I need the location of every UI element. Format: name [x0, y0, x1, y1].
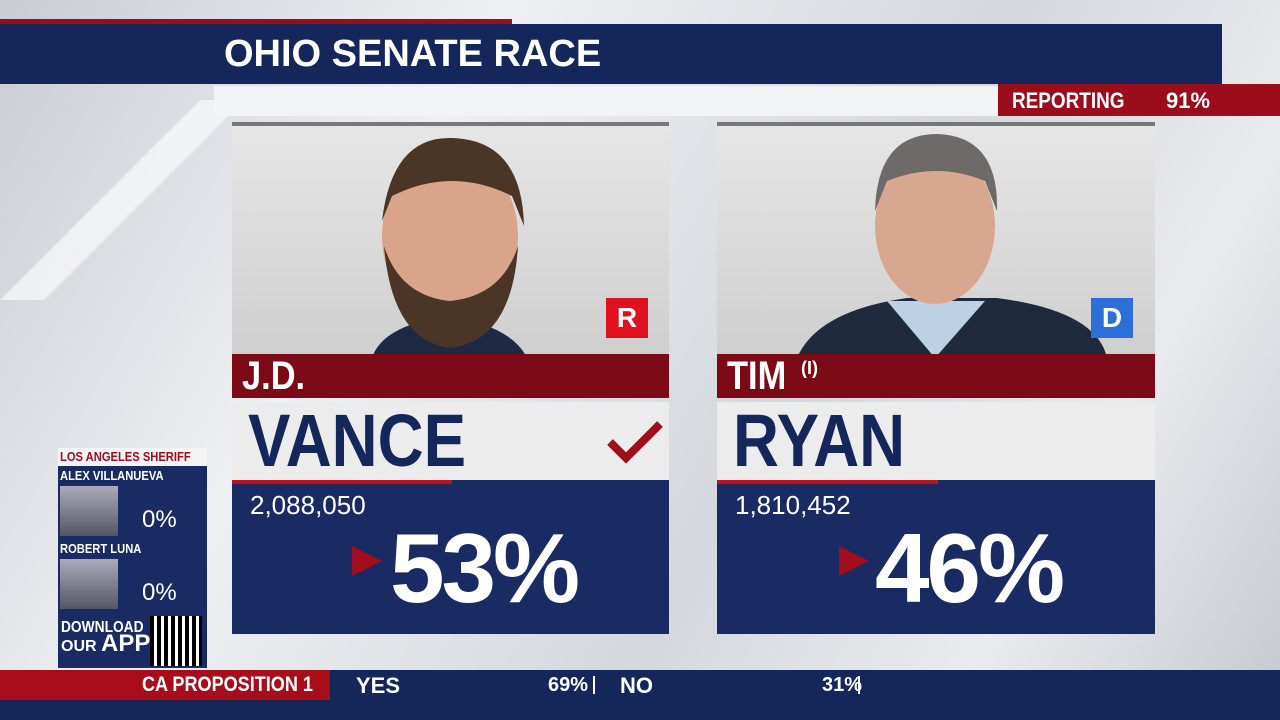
sidebar-photo	[60, 486, 118, 536]
name-text: ALEX VILLANUEVA	[60, 468, 164, 483]
portrait	[799, 134, 1106, 354]
first-name: TIM	[727, 354, 787, 398]
first-name-bar: TIM (I)	[717, 354, 1155, 398]
ticker-percent: 69%	[548, 674, 589, 696]
vote-percent: 53%	[390, 513, 580, 623]
vote-box: 2,088,050 53%	[232, 480, 669, 634]
title-bar: OHIO SENATE RACE	[0, 24, 1222, 84]
last-name-bar: VANCE	[232, 402, 669, 480]
qr-code	[150, 616, 202, 666]
sidebar-candidate-name: ALEX VILLANUEVA	[60, 467, 180, 485]
sidebar-percent: 0%	[142, 506, 177, 533]
sidebar: LOS ANGELES SHERIFF ALEX VILLANUEVA 0% R…	[58, 448, 207, 668]
candidate-photo: D	[717, 122, 1155, 354]
reporting-value: 91%	[1166, 88, 1211, 113]
ticker-label-box: CA PROPOSITION 1	[0, 670, 330, 700]
party-badge: R	[606, 298, 648, 338]
party-badge: D	[1091, 298, 1133, 338]
ticker-percent: 31%	[822, 674, 863, 696]
ticker-option: NO	[620, 673, 653, 698]
first-name-bar: J.D.	[232, 354, 669, 398]
vote-count: 2,088,050	[250, 490, 366, 520]
sidebar-race-text: LOS ANGELES SHERIFF	[60, 449, 191, 464]
title: OHIO SENATE RACE	[224, 33, 602, 75]
progress-line	[717, 480, 938, 484]
vote-percent: 46%	[875, 513, 1065, 623]
sub-bar	[214, 86, 1000, 116]
name-text: ROBERT LUNA	[60, 541, 142, 556]
reporting-label: REPORTING	[1012, 88, 1125, 113]
ticker-label: CA PROPOSITION 1	[142, 673, 313, 696]
winner-check	[607, 421, 663, 464]
last-name-bar: RYAN	[717, 402, 1155, 480]
sidebar-race: LOS ANGELES SHERIFF	[58, 448, 207, 466]
first-name: J.D.	[242, 354, 306, 398]
vote-count: 1,810,452	[735, 490, 851, 520]
ticker-option: YES	[356, 673, 401, 698]
last-name: VANCE	[248, 399, 467, 482]
incumbent-marker: (I)	[801, 358, 818, 378]
promo-text: OUR	[61, 638, 97, 655]
separator	[858, 676, 860, 694]
separator	[593, 676, 595, 694]
vote-box: 1,810,452 46%	[717, 480, 1155, 634]
arrow	[352, 546, 382, 576]
reporting-box: REPORTING 91%	[998, 84, 1280, 116]
sidebar-candidate-name: ROBERT LUNA	[60, 540, 155, 558]
sidebar-photo	[60, 559, 118, 609]
candidate-photo: R	[232, 122, 669, 354]
promo-text: APP	[101, 630, 151, 657]
promo-text: DOWNLOAD	[61, 619, 144, 636]
ticker: CA PROPOSITION 1 YES 69% NO 31%	[0, 670, 1280, 720]
arrow	[839, 546, 869, 576]
app-promo: DOWNLOAD OUR APP	[61, 619, 157, 657]
backdrop-shape	[0, 100, 240, 300]
header-accent	[0, 19, 512, 25]
sidebar-percent: 0%	[142, 579, 177, 606]
portrait	[373, 137, 525, 354]
candidate-card: R J.D. VANCE 2,088,050 53%	[232, 122, 669, 634]
progress-line	[232, 480, 452, 484]
candidate-card: D TIM (I) RYAN 1,810,452 46%	[717, 122, 1155, 634]
last-name: RYAN	[733, 399, 906, 482]
